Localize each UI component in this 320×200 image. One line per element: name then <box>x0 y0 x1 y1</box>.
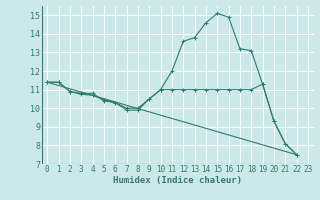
X-axis label: Humidex (Indice chaleur): Humidex (Indice chaleur) <box>113 176 242 185</box>
